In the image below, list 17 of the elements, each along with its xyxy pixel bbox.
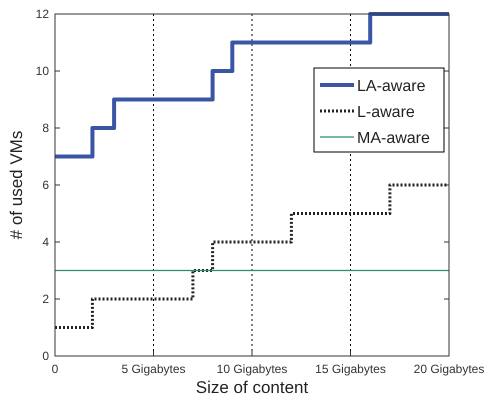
legend-label: MA-aware	[357, 130, 430, 147]
y-tick-label: 2	[42, 292, 50, 306]
legend-label: L-aware	[357, 104, 415, 121]
y-tick-label: 4	[42, 235, 50, 249]
y-tick-label: 6	[42, 178, 50, 192]
x-tick-label: 15 Gigabytes	[315, 362, 386, 376]
legend-label: LA-aware	[357, 78, 426, 95]
x-tick-label: 20 Gigabytes	[414, 362, 484, 376]
y-tick-label: 12	[36, 7, 50, 21]
y-tick-label: 0	[42, 349, 50, 363]
y-tick-label: 10	[36, 64, 50, 78]
x-tick-label: 0	[52, 362, 59, 376]
x-tick-label: 10 Gigabytes	[216, 362, 288, 376]
y-tick-label: 8	[42, 121, 50, 135]
x-tick-label: 5 Gigabytes	[121, 362, 186, 376]
y-axis-title: # of used VMs	[7, 130, 26, 240]
x-axis-title: Size of content	[196, 378, 308, 397]
